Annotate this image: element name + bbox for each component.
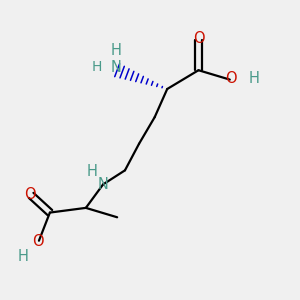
Text: H: H — [87, 164, 98, 179]
Text: O: O — [193, 32, 204, 46]
Text: H: H — [249, 71, 260, 86]
Text: O: O — [32, 233, 44, 248]
Text: H: H — [111, 43, 122, 58]
Text: O: O — [226, 71, 237, 86]
Text: H: H — [92, 60, 102, 74]
Text: O: O — [24, 187, 36, 202]
Text: N: N — [98, 177, 109, 192]
Text: H: H — [17, 249, 28, 264]
Text: N: N — [111, 60, 122, 75]
